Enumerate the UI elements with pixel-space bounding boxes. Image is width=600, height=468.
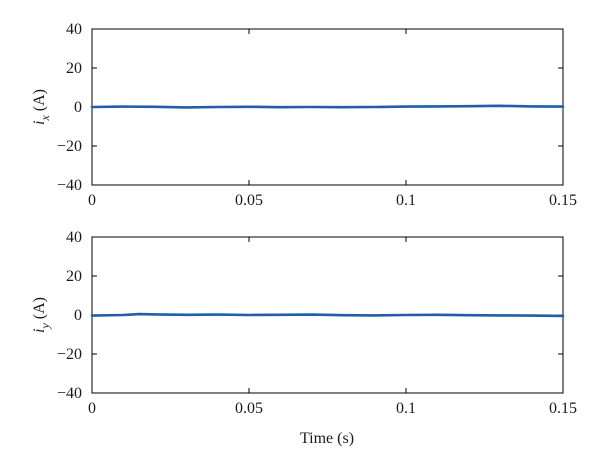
y-axis-symbol: i — [31, 121, 48, 125]
y-tick-label: 40 — [66, 21, 82, 38]
x-axis-label: Time (s) — [300, 430, 354, 447]
y-tick-label: 0 — [74, 99, 82, 116]
y-tick-label: 20 — [66, 60, 82, 77]
y-axis-label-ix: ix (A) — [31, 89, 52, 125]
x-ticks-iy: 0 0.05 0.1 0.15 — [88, 237, 577, 417]
y-axis-subscript: y — [38, 323, 52, 330]
y-axis-unit: (A) — [31, 89, 48, 111]
y-ticks-iy: 40 20 0 −20 −40 — [57, 229, 563, 402]
y-axis-subscript: x — [38, 115, 52, 122]
y-tick-label: −20 — [57, 346, 82, 363]
x-tick-label: 0 — [88, 192, 96, 209]
panel-ix: 40 20 0 −20 −40 0 0.05 0.1 0.15 ix (A) — [31, 21, 577, 209]
x-tick-label: 0.1 — [396, 192, 416, 209]
panel-iy: 40 20 0 −20 −40 0 0.05 0.1 0.15 iy (A) Ti… — [31, 229, 577, 447]
x-tick-label: 0 — [88, 400, 96, 417]
y-axis-label-iy: iy (A) — [31, 297, 52, 333]
y-axis-symbol: i — [31, 329, 48, 333]
x-tick-label: 0.15 — [549, 400, 577, 417]
y-ticks-ix: 40 20 0 −20 −40 — [57, 21, 563, 194]
y-tick-label: 0 — [74, 307, 82, 324]
series-line-iy — [90, 312, 565, 318]
y-tick-label: −20 — [57, 138, 82, 155]
x-tick-label: 0.15 — [549, 192, 577, 209]
x-tick-label: 0.05 — [235, 192, 263, 209]
y-tick-label: 40 — [66, 229, 82, 246]
y-tick-label: −40 — [57, 385, 82, 402]
x-ticks-ix: 0 0.05 0.1 0.15 — [88, 29, 577, 209]
series-line-ix — [90, 104, 565, 109]
y-tick-label: −40 — [57, 177, 82, 194]
y-axis-unit: (A) — [31, 297, 48, 319]
y-tick-label: 20 — [66, 268, 82, 285]
x-tick-label: 0.1 — [396, 400, 416, 417]
x-tick-label: 0.05 — [235, 400, 263, 417]
